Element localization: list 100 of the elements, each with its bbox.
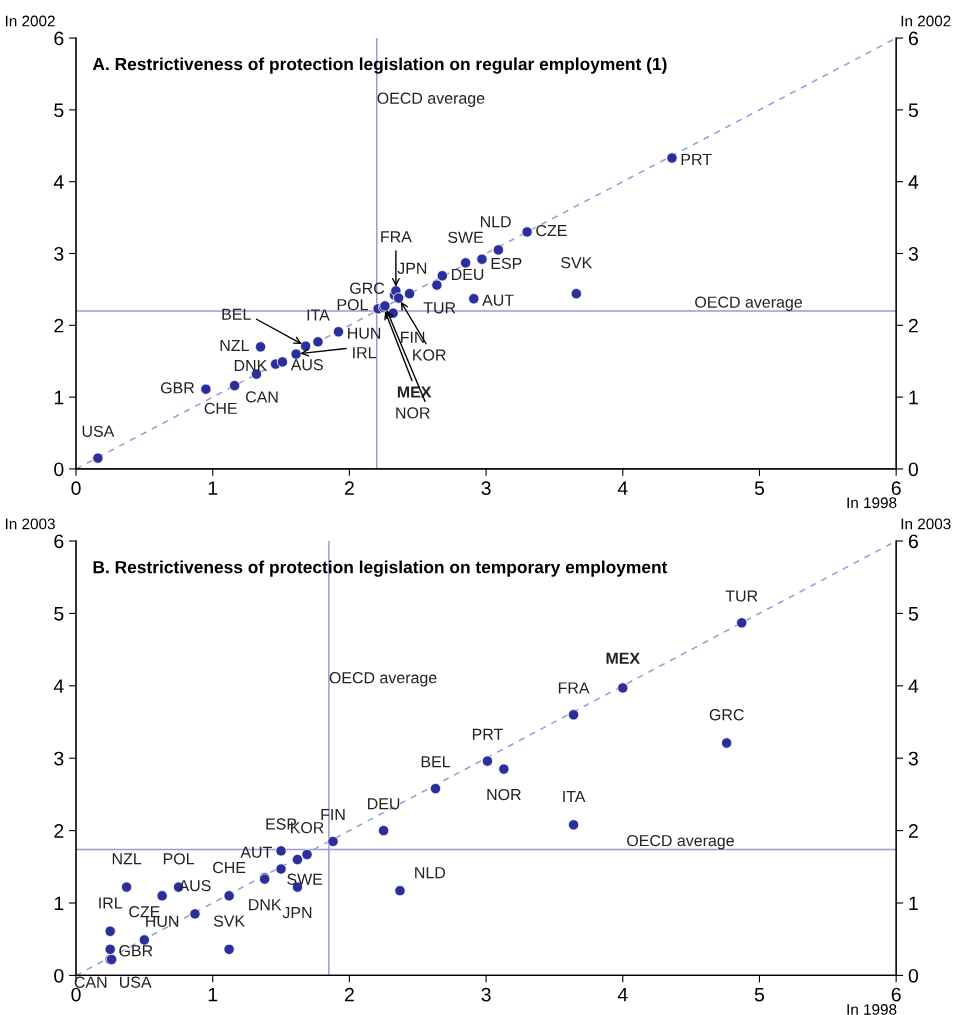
annotation: SVK <box>561 257 593 269</box>
y-tick-label: 2 <box>54 318 64 333</box>
annotation: FRA <box>381 231 412 243</box>
y2-tick-label: 4 <box>908 679 919 693</box>
annotation: BEL <box>222 308 251 320</box>
y-tick-label: 6 <box>54 534 64 549</box>
annotation: ITA <box>563 791 586 803</box>
annotation: TUR <box>423 302 456 314</box>
y2-tick-label: 3 <box>908 246 918 261</box>
x-axis-title: In 1998 <box>847 1004 897 1015</box>
annotation: AUS <box>290 359 323 371</box>
y2-tick-label: 4 <box>908 175 919 189</box>
y-tick-label: 4 <box>53 175 64 189</box>
annotation: SWE <box>287 873 323 885</box>
annotation: SWE <box>448 231 484 244</box>
y-tick-label: 1 <box>54 390 64 405</box>
annotation: DNK <box>234 360 268 371</box>
x-tick-label: 6 <box>891 987 901 1002</box>
annotation: AUT <box>240 846 272 858</box>
x-tick-label: 2 <box>344 481 354 495</box>
y2-tick-label: 6 <box>908 31 918 46</box>
text: B. Restrictiveness of protection legislation on temporary employment <box>93 560 668 577</box>
y2-tick-label: 6 <box>908 534 918 549</box>
x-tick-label: 0 <box>71 481 81 496</box>
annotation: NLD <box>480 216 511 228</box>
y2-tick-label: 1 <box>909 390 918 405</box>
annotation: ITA <box>307 309 330 321</box>
x-tick-label: 2 <box>344 987 354 1002</box>
y2-tick-label: 3 <box>908 751 918 766</box>
annotation: GBR <box>160 382 195 394</box>
y-tick-label: 0 <box>54 968 64 983</box>
y-tick-label: 2 <box>54 824 64 838</box>
annotation: NLD <box>415 867 446 879</box>
annotation: POL <box>163 853 194 865</box>
annotation: ESP <box>491 257 522 270</box>
y2-axis-title: In 2002 <box>901 15 951 27</box>
x-tick-label: 3 <box>481 481 491 496</box>
y-tick-label: 3 <box>54 751 64 766</box>
annotation: PRT <box>472 728 503 740</box>
annotation: JPN <box>282 907 312 919</box>
x-tick-label: 1 <box>208 987 218 1002</box>
ref-line-label: OECD average <box>627 834 734 850</box>
x-tick-label: 1 <box>208 481 218 495</box>
ref-line-label: OECD average <box>377 92 485 107</box>
annotation: NZL <box>112 853 142 865</box>
y2-tick-label: 0 <box>908 462 919 477</box>
y2-tick-label: 5 <box>908 607 918 621</box>
annotation: AUT <box>482 294 514 306</box>
annotation: NOR <box>396 407 430 419</box>
y-axis-title: In 2003 <box>5 518 55 530</box>
x-tick-label: 4 <box>617 987 628 1002</box>
annotation: GRC <box>350 282 385 294</box>
x-tick-label: 6 <box>891 481 901 496</box>
annotation: CHE <box>204 402 237 415</box>
y2-tick-label: 2 <box>908 318 918 333</box>
annotation: CZE <box>536 224 567 237</box>
annotation: GRC <box>709 709 744 721</box>
y-tick-label: 4 <box>53 679 64 693</box>
annotation: NOR <box>487 788 521 801</box>
annotation: IRL <box>99 897 123 909</box>
y-axis-title: In 2002 <box>5 15 55 27</box>
x-tick-label: 3 <box>481 987 491 1002</box>
annotation: JPN <box>397 262 427 274</box>
annotation: FRA <box>558 682 590 694</box>
annotation: NZL <box>220 339 249 351</box>
y2-tick-label: 1 <box>909 896 918 911</box>
annotation: CHE <box>213 861 246 874</box>
y2-axis-title: In 2003 <box>901 518 951 530</box>
text: A. Restrictiveness of protection legislation on regular employment (1) <box>92 57 667 74</box>
x-axis-title: In 1998 <box>847 497 897 509</box>
annotation: USA <box>82 425 115 437</box>
annotation: DEU <box>368 798 400 810</box>
annotation: CAN <box>245 391 278 403</box>
ref-line-label: OECD average <box>329 672 437 687</box>
y2-tick-label: 2 <box>908 824 918 838</box>
annotation: DNK <box>249 899 282 911</box>
y-tick-label: 0 <box>54 462 64 477</box>
ref-line-label: OECD average <box>695 296 802 311</box>
annotation: IRL <box>353 347 376 359</box>
annotation: SVK <box>213 915 245 927</box>
annotation: PRT <box>681 153 712 165</box>
annotation: HUN <box>348 327 381 339</box>
x-tick-label: 5 <box>754 481 765 496</box>
y2-tick-label: 5 <box>908 103 918 118</box>
annotation: CAN <box>74 976 107 988</box>
x-tick-label: 4 <box>617 481 628 495</box>
y-tick-label: 5 <box>54 103 64 118</box>
annotation: BEL <box>421 756 451 768</box>
annotation: MEX <box>606 652 640 664</box>
y-tick-label: 5 <box>54 607 64 621</box>
x-tick-label: 0 <box>71 987 81 1002</box>
annotation: GBR <box>119 945 153 957</box>
annotation: TUR <box>725 590 758 602</box>
y-tick-label: 6 <box>54 31 64 46</box>
y-tick-label: 1 <box>54 896 64 911</box>
x-tick-label: 5 <box>754 987 765 1002</box>
annotation: DEU <box>451 268 484 281</box>
annotation: POL <box>337 298 368 311</box>
annotation: USA <box>119 976 152 988</box>
annotation: FIN <box>321 809 345 821</box>
